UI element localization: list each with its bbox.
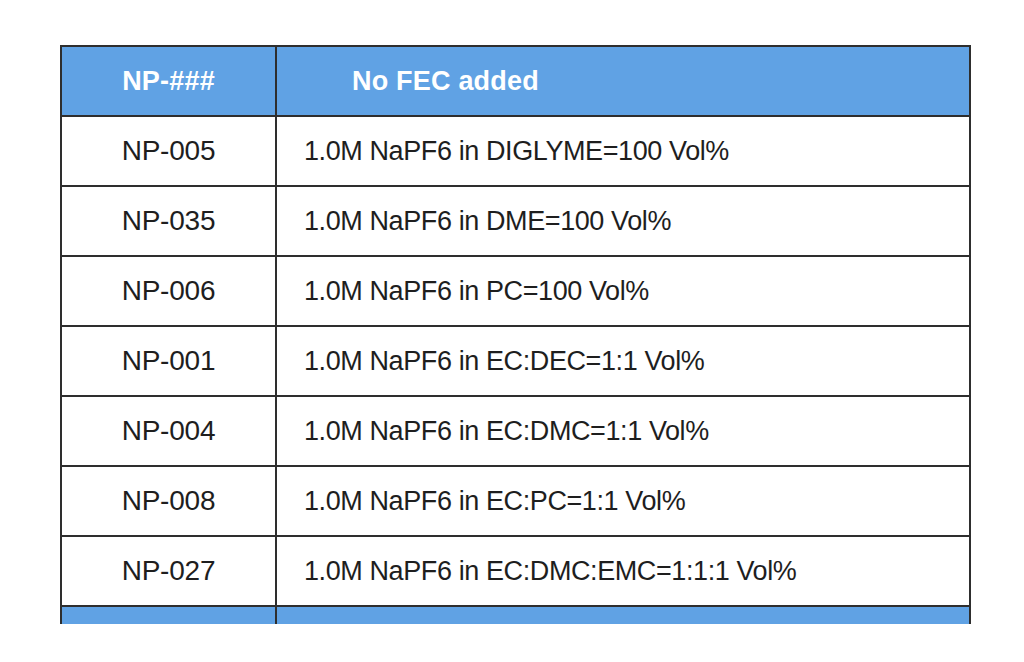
row-id: NP-035 — [122, 205, 216, 237]
row-composition: 1.0M NaPF6 in EC:DMC=1:1 Vol% — [304, 416, 709, 447]
row-id-cell: NP-005 — [62, 117, 277, 185]
table-row: NP-004 1.0M NaPF6 in EC:DMC=1:1 Vol% — [62, 397, 969, 467]
row-composition: 1.0M NaPF6 in EC:PC=1:1 Vol% — [304, 486, 685, 517]
header-cell-no-fec: No FEC added — [277, 47, 969, 115]
row-composition: 1.0M NaPF6 in PC=100 Vol% — [304, 276, 649, 307]
row-composition-cell: 1.0M NaPF6 in PC=100 Vol% — [277, 257, 969, 325]
header-cell-np-id: NP-### — [62, 47, 277, 115]
row-id-cell: NP-001 — [62, 327, 277, 395]
row-composition-cell: 1.0M NaPF6 in EC:PC=1:1 Vol% — [277, 467, 969, 535]
row-composition: 1.0M NaPF6 in EC:DMC:EMC=1:1:1 Vol% — [304, 556, 796, 587]
row-id-cell: NP-008 — [62, 467, 277, 535]
table-row: NP-006 1.0M NaPF6 in PC=100 Vol% — [62, 257, 969, 327]
row-composition-cell: 1.0M NaPF6 in DME=100 Vol% — [277, 187, 969, 255]
row-id-cell: NP-006 — [62, 257, 277, 325]
row-id: NP-027 — [122, 555, 216, 587]
table-row: NP-027 1.0M NaPF6 in EC:DMC:EMC=1:1:1 Vo… — [62, 537, 969, 607]
header-label-no-fec: No FEC added — [352, 66, 539, 97]
row-composition-cell: 1.0M NaPF6 in EC:DMC:EMC=1:1:1 Vol% — [277, 537, 969, 605]
row-composition: 1.0M NaPF6 in EC:DEC=1:1 Vol% — [304, 346, 704, 377]
row-composition-cell: 1.0M NaPF6 in DIGLYME=100 Vol% — [277, 117, 969, 185]
row-composition: 1.0M NaPF6 in DIGLYME=100 Vol% — [304, 136, 729, 167]
row-composition-cell: 1.0M NaPF6 in EC:DEC=1:1 Vol% — [277, 327, 969, 395]
row-id-cell: NP-027 — [62, 537, 277, 605]
row-id: NP-004 — [122, 415, 216, 447]
truncated-header-cell — [62, 607, 277, 624]
header-label-np-id: NP-### — [122, 66, 215, 97]
row-id-cell: NP-035 — [62, 187, 277, 255]
row-id: NP-001 — [122, 345, 216, 377]
electrolyte-table: NP-### No FEC added NP-005 1.0M NaPF6 in… — [60, 45, 971, 624]
table-row: NP-001 1.0M NaPF6 in EC:DEC=1:1 Vol% — [62, 327, 969, 397]
row-id: NP-005 — [122, 135, 216, 167]
row-composition: 1.0M NaPF6 in DME=100 Vol% — [304, 206, 671, 237]
row-composition-cell: 1.0M NaPF6 in EC:DMC=1:1 Vol% — [277, 397, 969, 465]
table-header-row: NP-### No FEC added — [62, 47, 969, 117]
row-id: NP-006 — [122, 275, 216, 307]
truncated-header-cell — [277, 607, 969, 624]
table-row: NP-005 1.0M NaPF6 in DIGLYME=100 Vol% — [62, 117, 969, 187]
table-row: NP-008 1.0M NaPF6 in EC:PC=1:1 Vol% — [62, 467, 969, 537]
truncated-next-header-row — [62, 607, 969, 624]
table-row: NP-035 1.0M NaPF6 in DME=100 Vol% — [62, 187, 969, 257]
row-id-cell: NP-004 — [62, 397, 277, 465]
row-id: NP-008 — [122, 485, 216, 517]
